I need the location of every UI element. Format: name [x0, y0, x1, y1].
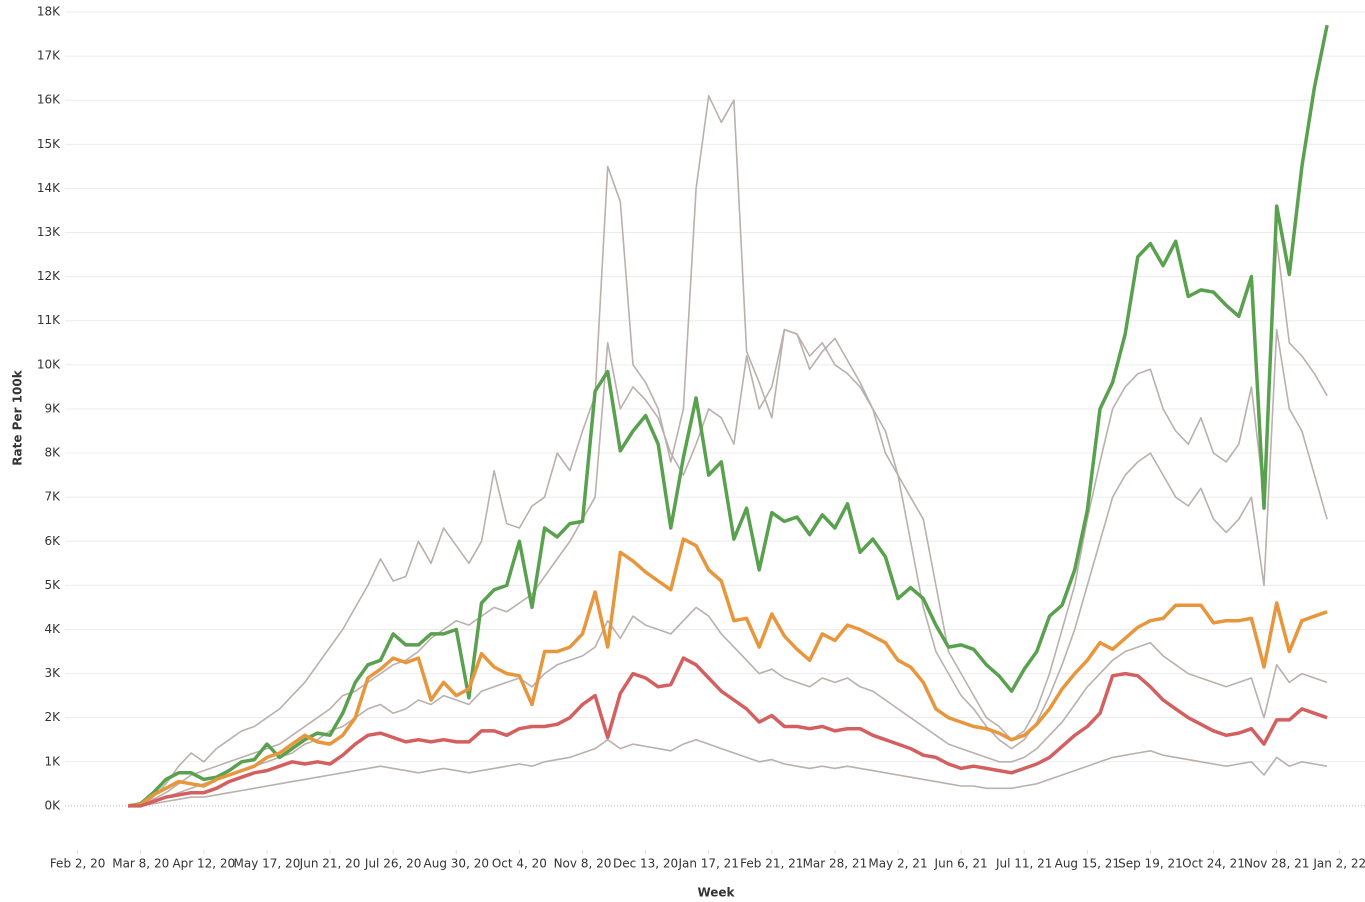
y-tick-label: 18K — [37, 5, 61, 19]
x-tick-label: Apr 12, 20 — [172, 857, 235, 871]
x-tick-label: Oct 4, 20 — [492, 857, 547, 871]
x-axis-title: Week — [697, 886, 735, 900]
y-tick-label: 17K — [37, 49, 61, 63]
x-tick-label: Jul 11, 21 — [995, 857, 1052, 871]
y-tick-label: 13K — [37, 225, 61, 239]
y-tick-label: 15K — [37, 137, 61, 151]
x-tick-label: Aug 30, 20 — [424, 857, 489, 871]
y-tick-label: 14K — [37, 181, 61, 195]
x-tick-label: Nov 8, 20 — [554, 857, 612, 871]
y-tick-label: 8K — [44, 446, 61, 460]
x-tick-label: May 17, 20 — [234, 857, 301, 871]
series-line — [128, 738, 1328, 807]
y-axis-title: Rate Per 100k — [11, 369, 25, 465]
series-line — [128, 606, 1328, 807]
x-tick-label: Feb 21, 21 — [740, 857, 803, 871]
y-tick-label: 0K — [44, 798, 61, 812]
y-tick-label: 16K — [37, 93, 61, 107]
x-tick-label: Sep 19, 21 — [1118, 857, 1183, 871]
series-line — [128, 95, 1328, 807]
y-tick-label: 3K — [44, 666, 61, 680]
x-tick-label: Feb 2, 20 — [50, 857, 106, 871]
y-tick-label: 4K — [44, 622, 61, 636]
highlight-line — [128, 656, 1328, 808]
y-tick-label: 1K — [44, 754, 61, 768]
x-tick-label: Mar 8, 20 — [112, 857, 169, 871]
y-tick-label: 2K — [44, 710, 61, 724]
x-tick-label: Dec 13, 20 — [613, 857, 678, 871]
x-tick-label: Aug 15, 21 — [1055, 857, 1120, 871]
y-tick-label: 5K — [44, 578, 61, 592]
y-tick-label: 10K — [37, 357, 61, 371]
y-tick-label: 9K — [44, 401, 61, 415]
x-tick-label: Nov 28, 21 — [1244, 857, 1309, 871]
series-line — [128, 328, 1328, 807]
x-tick-label: Jan 2, 22 — [1312, 857, 1365, 871]
y-tick-label: 12K — [37, 269, 61, 283]
x-tick-label: Mar 28, 21 — [803, 857, 868, 871]
y-tick-label: 7K — [44, 490, 61, 504]
y-tick-label: 11K — [37, 313, 61, 327]
x-tick-label: May 2, 21 — [868, 857, 927, 871]
highlight-line — [127, 24, 1329, 808]
x-tick-label: Jan 17, 21 — [677, 857, 738, 871]
x-tick-label: Jun 6, 21 — [934, 857, 988, 871]
y-tick-label: 6K — [44, 534, 61, 548]
x-tick-label: Jul 26, 20 — [364, 857, 421, 871]
x-tick-label: Jun 21, 20 — [299, 857, 361, 871]
x-tick-label: Oct 24, 21 — [1182, 857, 1245, 871]
highlight-line — [127, 537, 1328, 808]
